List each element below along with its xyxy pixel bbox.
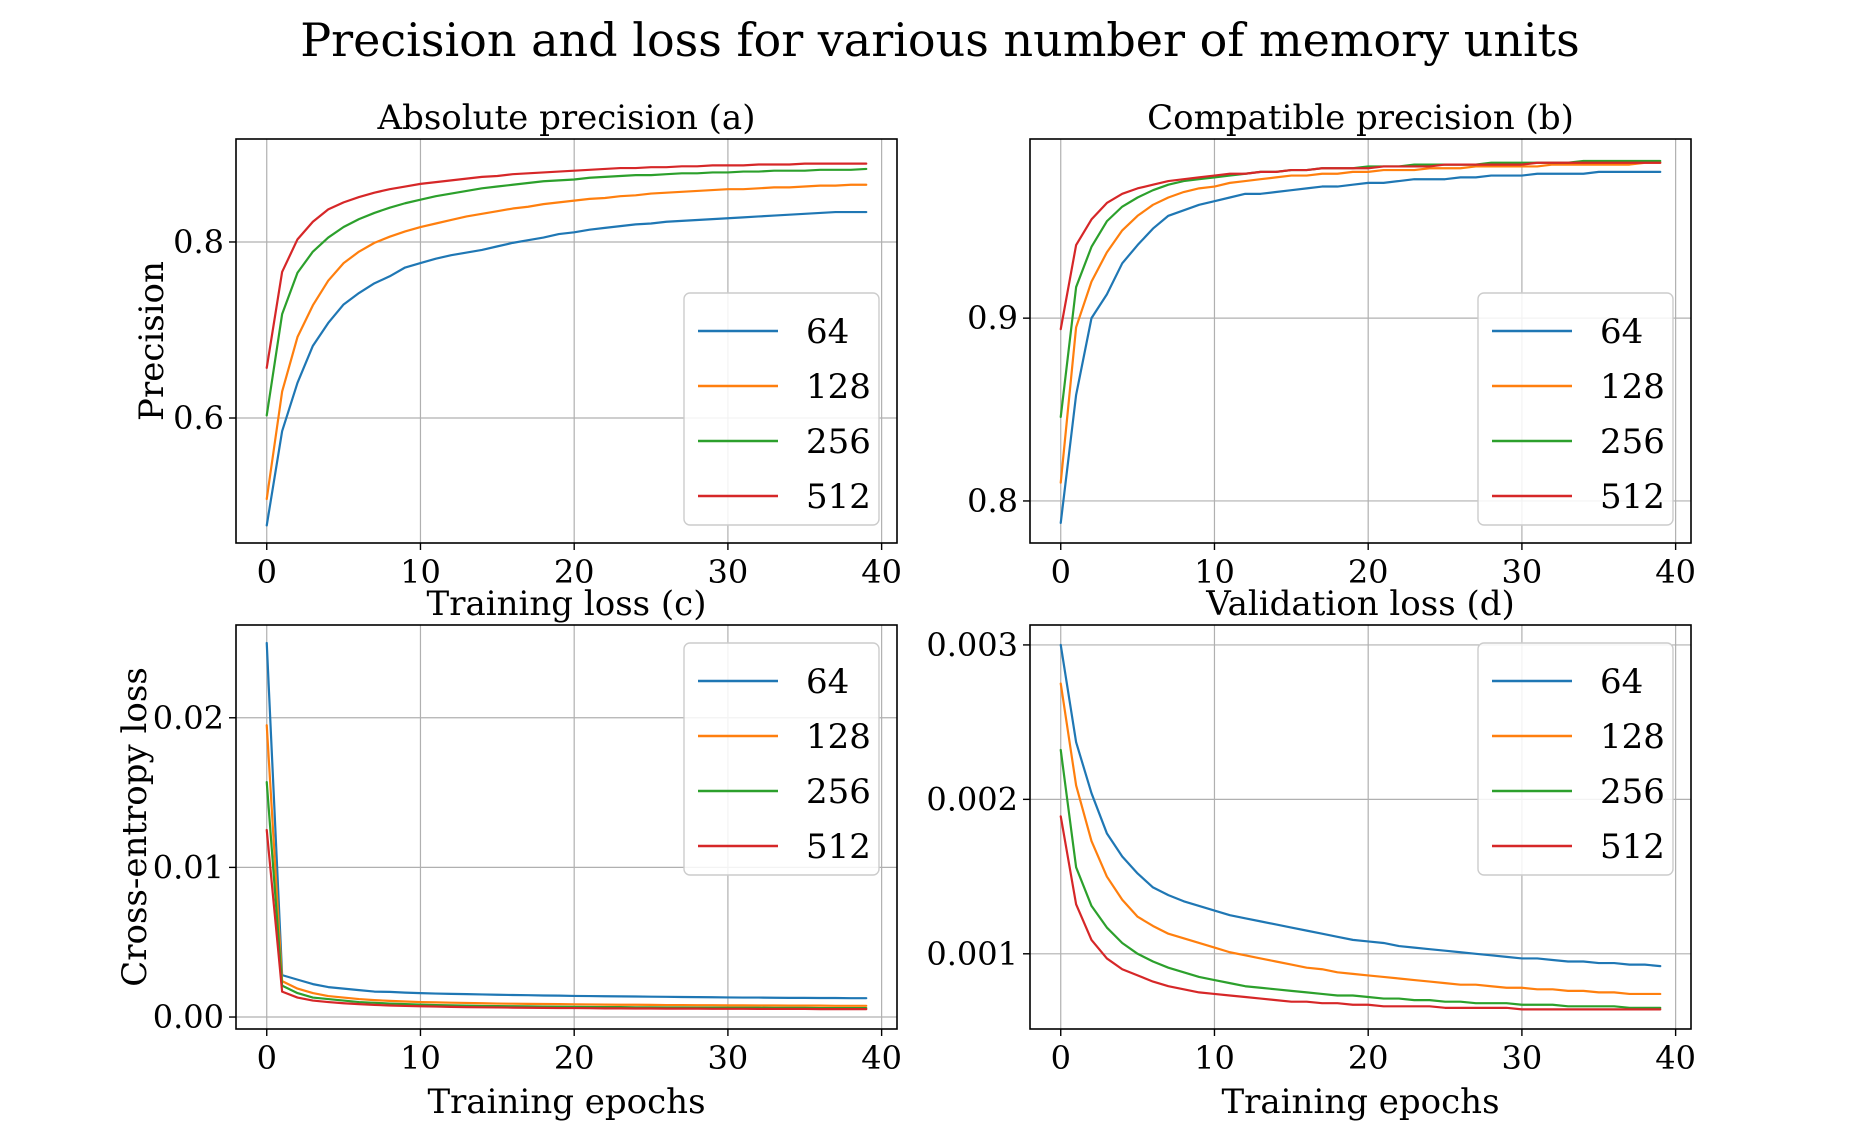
series-line-256	[1059, 748, 1662, 1009]
x-tick-label: 30	[1502, 553, 1543, 591]
panel-b: 0 10 20 30 40 0.8 0.9 Compatible precision (b) 6…	[967, 98, 1696, 591]
x-tick-label: 10	[400, 553, 441, 591]
x-tick-label: 40	[861, 1039, 902, 1077]
series-line-512	[1059, 815, 1662, 1011]
y-tick-label: 0.003	[926, 626, 1018, 664]
series-line-256	[265, 781, 868, 1010]
x-tick-label: 20	[1348, 553, 1389, 591]
panel-title: Training loss (c)	[427, 584, 707, 624]
legend-box	[1477, 292, 1674, 526]
x-tick-label: 0	[257, 1039, 277, 1077]
x-tick-label: 30	[708, 1039, 749, 1077]
panel-d: 0 10 20 30 40 0.001 0.002 0.003 Validation loss …	[926, 584, 1696, 1122]
axes-frame	[235, 624, 898, 1030]
legend-label-64: 64	[1600, 662, 1643, 702]
panel-c: 0 10 20 30 40 0.00 0.01 0.02 Training loss (c) Tr…	[115, 584, 902, 1122]
legend-label-128: 128	[1600, 367, 1665, 407]
legend: 64 128 256 512	[1477, 292, 1674, 526]
legend-box	[1477, 642, 1674, 876]
y-tick-label: 0.00	[153, 998, 224, 1036]
legend: 64 128 256 512	[683, 642, 880, 876]
series-line-512	[265, 828, 868, 1011]
axes-frame	[235, 138, 898, 544]
legend: 64 128 256 512	[1477, 642, 1674, 876]
y-tick-label: 0.01	[153, 848, 224, 886]
series-line-64	[1059, 170, 1662, 524]
series-line-512	[1059, 161, 1662, 331]
x-axis-label: Training epochs	[427, 1082, 705, 1122]
legend-label-512: 512	[806, 477, 871, 517]
y-tick-label: 0.001	[926, 935, 1018, 973]
series-line-128	[265, 183, 868, 501]
legend-label-64: 64	[806, 662, 849, 702]
panel-a: 0 10 20 30 40 0.6 0.8 Absolute precision (a) Pre…	[132, 98, 902, 591]
panel-title: Absolute precision (a)	[377, 98, 756, 138]
x-tick-label: 0	[1051, 1039, 1071, 1077]
series-line-128	[265, 724, 868, 1007]
axes-frame	[1029, 624, 1692, 1030]
y-axis-label: Cross-entropy loss	[115, 667, 155, 987]
x-tick-label: 10	[1194, 553, 1235, 591]
series-line-64	[1059, 643, 1662, 968]
x-tick-label: 0	[257, 553, 277, 591]
x-tick-label: 20	[554, 553, 595, 591]
legend-label-128: 128	[806, 367, 871, 407]
legend-label-128: 128	[1600, 717, 1665, 757]
legend-label-512: 512	[1600, 477, 1665, 517]
series-line-128	[1059, 682, 1662, 996]
legend-label-64: 64	[1600, 312, 1643, 352]
legend-label-256: 256	[806, 422, 871, 462]
y-tick-label: 0.9	[967, 299, 1018, 337]
x-tick-label: 30	[1502, 1039, 1543, 1077]
legend-label-256: 256	[1600, 772, 1665, 812]
panel-title: Validation loss (d)	[1205, 584, 1515, 624]
x-tick-label: 20	[554, 1039, 595, 1077]
legend-label-128: 128	[806, 717, 871, 757]
x-axis-label: Training epochs	[1221, 1082, 1499, 1122]
legend-label-512: 512	[806, 827, 871, 867]
y-tick-label: 0.002	[926, 780, 1018, 818]
series-line-64	[265, 210, 868, 527]
series-line-64	[265, 641, 868, 1000]
x-tick-label: 40	[861, 553, 902, 591]
x-tick-label: 40	[1655, 553, 1696, 591]
series-line-128	[1059, 161, 1662, 484]
x-tick-label: 10	[1194, 1039, 1235, 1077]
x-tick-label: 30	[708, 553, 749, 591]
legend-box	[683, 292, 880, 526]
legend: 64 128 256 512	[683, 292, 880, 526]
panel-title: Compatible precision (b)	[1147, 98, 1574, 138]
x-tick-label: 40	[1655, 1039, 1696, 1077]
legend-box	[683, 642, 880, 876]
legend-label-256: 256	[806, 772, 871, 812]
y-axis-label: Precision	[132, 261, 172, 421]
y-tick-label: 0.02	[153, 699, 224, 737]
y-tick-label: 0.8	[967, 482, 1018, 520]
axes-frame	[1029, 138, 1692, 544]
legend-label-64: 64	[806, 312, 849, 352]
series-line-256	[265, 167, 868, 417]
legend-label-512: 512	[1600, 827, 1665, 867]
legend-label-256: 256	[1600, 422, 1665, 462]
y-tick-label: 0.6	[173, 399, 224, 437]
x-tick-label: 0	[1051, 553, 1071, 591]
x-tick-label: 20	[1348, 1039, 1389, 1077]
x-tick-label: 10	[400, 1039, 441, 1077]
figure-title: Precision and loss for various number of…	[300, 13, 1580, 67]
series-line-512	[265, 162, 868, 369]
y-tick-label: 0.8	[173, 223, 224, 261]
